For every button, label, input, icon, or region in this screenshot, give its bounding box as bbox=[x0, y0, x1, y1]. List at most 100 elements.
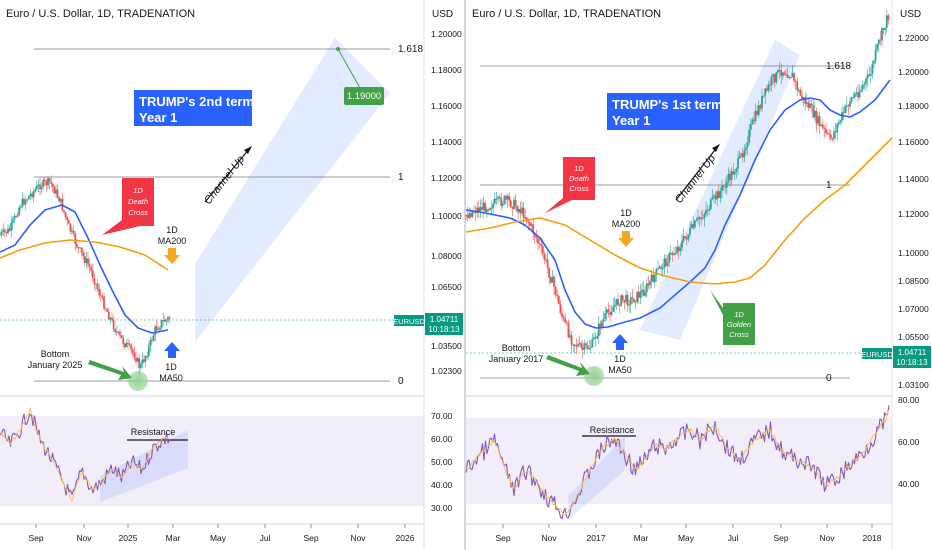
ma50-arrow-r bbox=[612, 334, 628, 350]
price-tick-left: 1.14000 bbox=[431, 137, 462, 147]
right-price-candle bbox=[724, 186, 727, 188]
right-price-candle bbox=[585, 343, 587, 346]
right-price-candle bbox=[477, 207, 480, 212]
right-price-candle bbox=[690, 224, 693, 229]
right-price-candle bbox=[831, 138, 834, 140]
left-price-candle bbox=[133, 352, 136, 358]
left-price-candle bbox=[79, 247, 81, 249]
time-tick-left: Sep bbox=[28, 533, 43, 543]
right-price-candle bbox=[644, 292, 647, 296]
right-price-candle bbox=[577, 344, 579, 347]
right-price-candle bbox=[602, 318, 605, 322]
right-price-candle bbox=[639, 291, 642, 298]
right-price-candle bbox=[474, 212, 477, 214]
right-price-candle bbox=[708, 208, 711, 211]
price-tick-left: 1.12000 bbox=[431, 173, 462, 183]
right-price-candle bbox=[485, 209, 488, 212]
left-price-candle bbox=[85, 258, 88, 263]
right-price-candle bbox=[749, 124, 752, 130]
resistance-label-left: Resistance bbox=[131, 427, 176, 437]
rsi-ma-line-right bbox=[465, 409, 890, 516]
right-price-candle bbox=[818, 116, 821, 127]
right-price-candle bbox=[548, 267, 551, 278]
currency-right: USD bbox=[900, 9, 921, 20]
right-price-candle bbox=[793, 72, 795, 81]
left-price-candle bbox=[19, 206, 22, 208]
right-price-candle bbox=[735, 168, 738, 173]
right-price-candle bbox=[513, 199, 515, 209]
left-price-candle bbox=[101, 296, 104, 298]
right-price-candle bbox=[514, 199, 517, 207]
left-price-candle bbox=[107, 311, 110, 320]
right-price-candle bbox=[549, 277, 552, 283]
price-tick-right: 1.20000 bbox=[898, 67, 929, 77]
left-price-candle bbox=[50, 181, 53, 184]
ma200-line-right bbox=[465, 137, 893, 285]
right-price-candle bbox=[857, 92, 859, 98]
right-price-candle bbox=[701, 217, 704, 219]
target-label: 1.19000 bbox=[347, 91, 381, 102]
right-price-candle bbox=[866, 74, 869, 79]
price-tag-left bbox=[425, 313, 463, 335]
left-price-candle bbox=[55, 189, 57, 194]
right-price-candle bbox=[511, 207, 514, 209]
right-price-candle bbox=[807, 102, 810, 109]
rsi-tick-left: 50.00 bbox=[431, 457, 453, 467]
right-price-candle bbox=[877, 39, 880, 45]
left-price-candle bbox=[21, 198, 24, 207]
right-price-candle bbox=[629, 297, 632, 305]
left-price-candle bbox=[3, 229, 6, 232]
right-price-candle bbox=[852, 97, 855, 99]
right-price-candle bbox=[767, 84, 770, 91]
eurusd-tag-right-text: EURUSD bbox=[861, 350, 893, 359]
right-price-candle bbox=[533, 233, 536, 237]
right-price-candle bbox=[487, 209, 490, 211]
right-price-candle bbox=[764, 88, 767, 96]
right-price-candle bbox=[660, 266, 663, 269]
ma200-label-r-l1: 1D bbox=[620, 208, 632, 218]
right-price-candle bbox=[541, 246, 544, 254]
left-price-candle bbox=[90, 266, 93, 271]
right-price-candle bbox=[786, 74, 789, 78]
price-tick-left: 1.16000 bbox=[431, 101, 462, 111]
right-price-candle bbox=[858, 91, 861, 98]
price-tick-left: 1.18000 bbox=[431, 65, 462, 75]
right-price-candle bbox=[519, 208, 522, 214]
right-price-candle bbox=[861, 85, 864, 90]
right-price-candle bbox=[517, 208, 520, 212]
left-price-candle bbox=[93, 278, 96, 285]
bottom-arrow bbox=[88, 360, 132, 380]
time-tick-right: May bbox=[678, 533, 695, 543]
left-price-candle bbox=[103, 296, 105, 309]
right-price-candle bbox=[665, 258, 667, 267]
left-price-candle bbox=[42, 179, 45, 187]
right-price-candle bbox=[604, 313, 607, 319]
right-price-candle bbox=[505, 196, 507, 200]
left-price-candle bbox=[11, 219, 14, 223]
right-price-candle bbox=[645, 283, 648, 293]
left-price-candle bbox=[23, 198, 25, 205]
left-price-candle bbox=[168, 317, 171, 319]
ma50-arrow bbox=[164, 342, 180, 358]
right-price-candle bbox=[495, 198, 498, 200]
right-price-candle bbox=[841, 112, 843, 121]
right-price-candle bbox=[647, 283, 650, 286]
right-price-candle bbox=[700, 217, 703, 220]
right-price-candle bbox=[599, 323, 602, 328]
time-tick-right: Nov bbox=[819, 533, 835, 543]
death-cross-callout-r bbox=[545, 157, 595, 213]
right-price-candle bbox=[492, 203, 495, 209]
time-tick-right: Mar bbox=[634, 533, 649, 543]
right-price-candle bbox=[719, 190, 722, 199]
right-price-candle bbox=[601, 321, 603, 328]
right-price-candle bbox=[637, 291, 640, 298]
time-tick-left: 2026 bbox=[396, 533, 415, 543]
left-price-candle bbox=[123, 343, 126, 348]
left-price-candle bbox=[128, 343, 131, 345]
left-price-candle bbox=[125, 342, 128, 348]
right-price-candle bbox=[730, 171, 733, 180]
eurusd-tag-left bbox=[394, 315, 424, 326]
left-price-candle bbox=[155, 326, 158, 331]
left-price-candle bbox=[24, 200, 27, 205]
right-price-candle bbox=[837, 122, 840, 125]
